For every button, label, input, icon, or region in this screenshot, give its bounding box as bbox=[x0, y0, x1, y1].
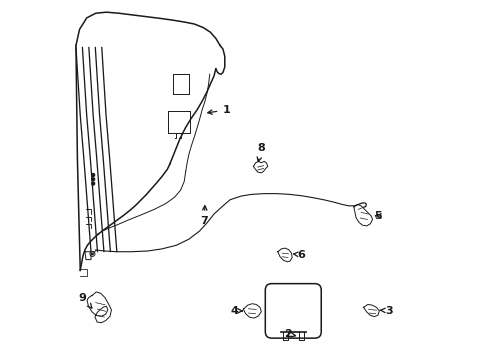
Text: 7: 7 bbox=[200, 206, 208, 226]
Text: 8: 8 bbox=[257, 143, 265, 162]
Text: 9: 9 bbox=[79, 293, 92, 308]
Circle shape bbox=[92, 253, 93, 255]
Text: 6: 6 bbox=[293, 249, 305, 260]
Text: 4: 4 bbox=[230, 306, 242, 316]
Circle shape bbox=[92, 178, 94, 181]
Text: 3: 3 bbox=[379, 306, 392, 315]
Text: 1: 1 bbox=[207, 105, 229, 115]
Circle shape bbox=[92, 182, 94, 185]
Text: 2: 2 bbox=[283, 329, 295, 339]
Text: 5: 5 bbox=[373, 211, 381, 221]
Circle shape bbox=[92, 174, 94, 176]
